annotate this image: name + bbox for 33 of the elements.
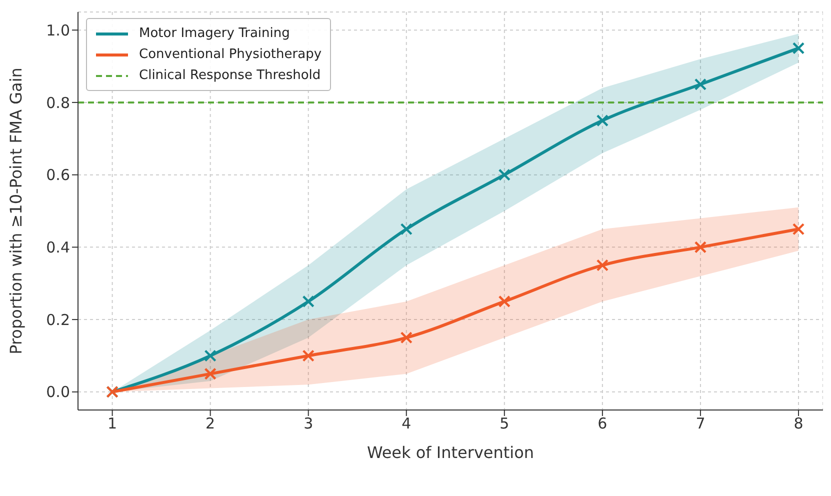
legend-label: Motor Imagery Training [139,26,290,41]
y-tick-label: 0.2 [46,310,70,329]
point [498,295,511,308]
point [596,259,609,272]
y-tick-label: 0.0 [46,383,70,402]
y-tick-label: 1.0 [46,21,70,40]
y-tick-label: 0.6 [46,166,70,184]
x-tick-label: 2 [206,414,216,433]
point [302,350,314,362]
point [792,42,805,54]
point [400,332,412,344]
point [204,350,216,362]
point [792,222,805,236]
legend-label: Conventional Physiotherapy [139,47,322,62]
x-tick-label: 3 [304,414,314,433]
point [498,168,511,181]
x-tick-label: 7 [696,414,706,433]
point [204,368,216,380]
point [302,295,314,308]
legend-label: Clinical Response Threshold [139,68,321,83]
point [400,222,412,236]
point [694,241,707,254]
y-axis-title: Proportion with ≥10-Point FMA Gain [6,68,26,354]
y-tick-label: 0.4 [46,238,70,257]
x-tick-label: 6 [598,414,608,433]
point [596,114,609,127]
x-tick-label: 5 [500,414,510,433]
y-tick-label: 0.8 [46,94,70,112]
point [694,78,707,90]
x-tick-label: 1 [108,414,118,433]
x-axis-title: Week of Intervention [366,443,534,462]
x-tick-label: 4 [402,414,412,433]
x-tick-label: 8 [794,414,804,433]
